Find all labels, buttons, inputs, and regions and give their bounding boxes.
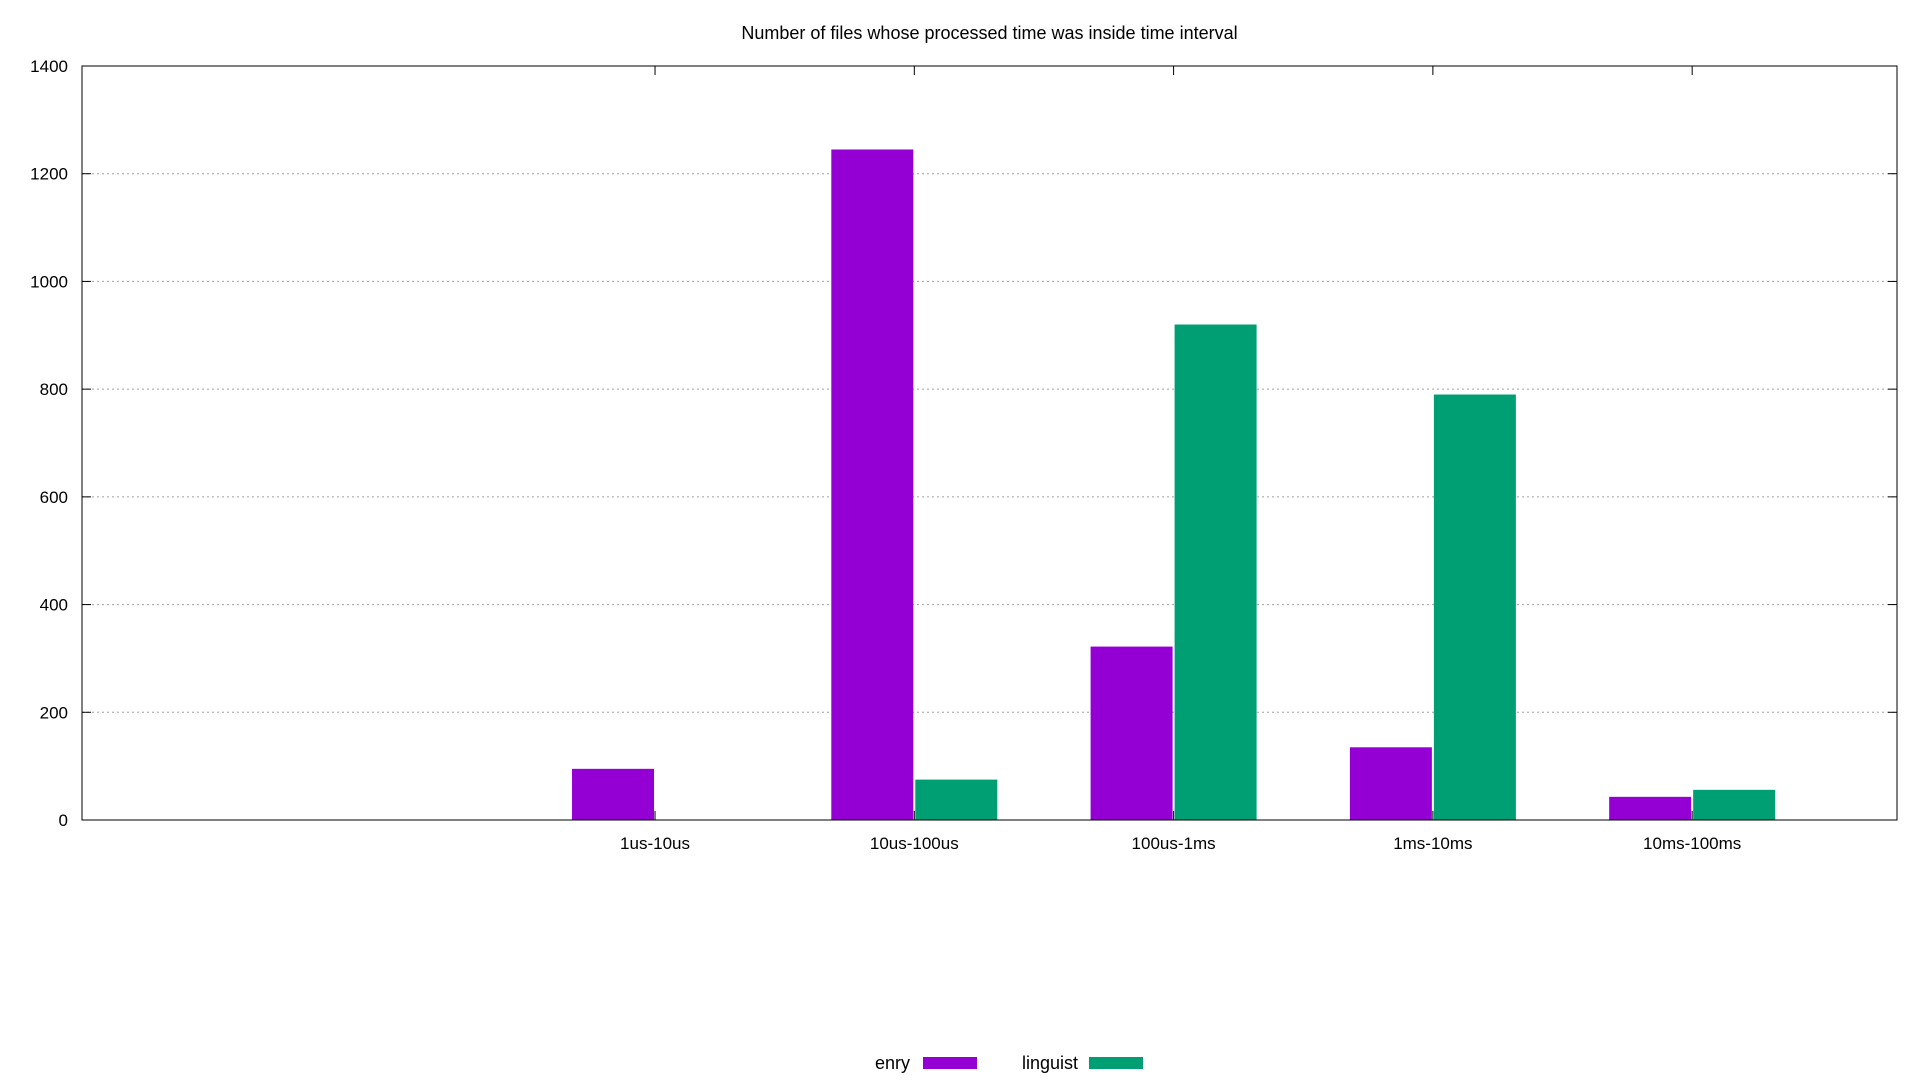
y-tick-label: 600 bbox=[40, 488, 68, 507]
y-tick-label: 400 bbox=[40, 596, 68, 615]
bar-group bbox=[572, 149, 1776, 820]
legend-swatch-enry bbox=[923, 1057, 977, 1069]
y-tick-label: 1400 bbox=[30, 57, 68, 76]
grid-lines bbox=[82, 173, 1897, 713]
legend: enry linguist bbox=[875, 1053, 1143, 1073]
x-tick-label: 1us-10us bbox=[620, 834, 690, 853]
y-tick-label: 0 bbox=[59, 811, 68, 830]
x-tick-label: 100us-1ms bbox=[1132, 834, 1216, 853]
x-tick-label: 1ms-10ms bbox=[1393, 834, 1472, 853]
bar-enry-10ms-100ms bbox=[1609, 796, 1692, 820]
bar-enry-1us-10us bbox=[572, 768, 655, 820]
bar-linguist-10ms-100ms bbox=[1693, 789, 1776, 820]
y-tick-label: 800 bbox=[40, 380, 68, 399]
legend-swatch-linguist bbox=[1089, 1057, 1143, 1069]
legend-label-linguist: linguist bbox=[1022, 1053, 1078, 1073]
bar-linguist-1ms-10ms bbox=[1433, 394, 1516, 820]
bar-enry-1ms-10ms bbox=[1349, 747, 1432, 820]
legend-label-enry: enry bbox=[875, 1053, 910, 1073]
bar-linguist-100us-1ms bbox=[1174, 324, 1257, 820]
plot-frame bbox=[81, 65, 1898, 821]
y-tick-label: 1000 bbox=[30, 272, 68, 291]
y-axis: 0 200 400 600 800 1000 1200 1400 bbox=[30, 57, 1897, 830]
bar-linguist-10us-100us bbox=[915, 779, 998, 820]
y-tick-label: 200 bbox=[40, 703, 68, 722]
x-axis: 1us-10us 10us-100us 100us-1ms 1ms-10ms 10ms-… bbox=[620, 66, 1741, 853]
chart-title: Number of files whose processed time was… bbox=[741, 23, 1237, 43]
x-tick-label: 10ms-100ms bbox=[1643, 834, 1741, 853]
y-tick-label: 1200 bbox=[30, 165, 68, 184]
bar-enry-100us-1ms bbox=[1090, 646, 1173, 820]
x-tick-label: 10us-100us bbox=[870, 834, 959, 853]
bar-enry-10us-100us bbox=[831, 149, 914, 820]
